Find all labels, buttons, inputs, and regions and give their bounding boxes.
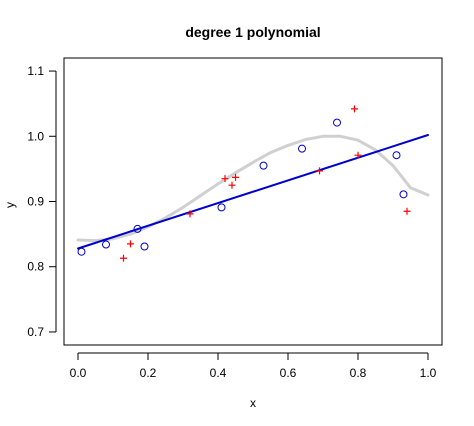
data-point-circle [399,190,408,199]
data-point-circle [217,203,226,212]
x-tick-label: 1.0 [420,366,437,380]
data-point-circle [140,242,149,251]
plot-frame [63,57,443,346]
x-axis-label: x [250,396,256,410]
y-axis-label: y [3,202,17,208]
y-tick-label: 0.9 [27,195,44,209]
chart-marks: 0.0 0.2 0.4 0.6 0.8 1.0 0.7 0.8 0.9 1.0 1.1 [27,64,436,380]
data-point-circle [333,118,341,127]
y-tick-label: 1.1 [27,64,44,78]
data-point-circle [77,247,86,256]
y-tick-label: 0.8 [27,260,44,274]
x-tick-label: 0.2 [140,366,157,380]
data-point-plus [127,240,134,248]
data-point-circle [259,161,268,170]
y-tick-label: 0.7 [27,325,44,339]
data-point-circle [392,151,401,160]
data-point-plus [186,210,194,218]
smooth-curve-line [76,134,430,243]
data-point-plus [120,254,127,262]
data-point-plus [228,181,236,189]
y-tick-label: 1.0 [27,129,44,143]
x-tick-label: 0.8 [350,366,367,380]
data-point-plus [354,151,362,159]
data-point-plus [221,175,229,183]
data-point-circle [102,240,110,249]
linear-fit-line [77,134,429,250]
data-point-circle [133,224,142,233]
data-point-circle [298,144,306,153]
data-point-plus [232,173,239,181]
x-tick-label: 0.6 [280,366,297,380]
chart-title: degree 1 polynomial [185,24,320,40]
x-tick-label: 0.0 [70,366,87,380]
data-point-plus [351,105,358,113]
data-point-plus [403,207,411,215]
x-tick-label: 0.4 [210,366,227,380]
data-point-plus [316,167,323,175]
